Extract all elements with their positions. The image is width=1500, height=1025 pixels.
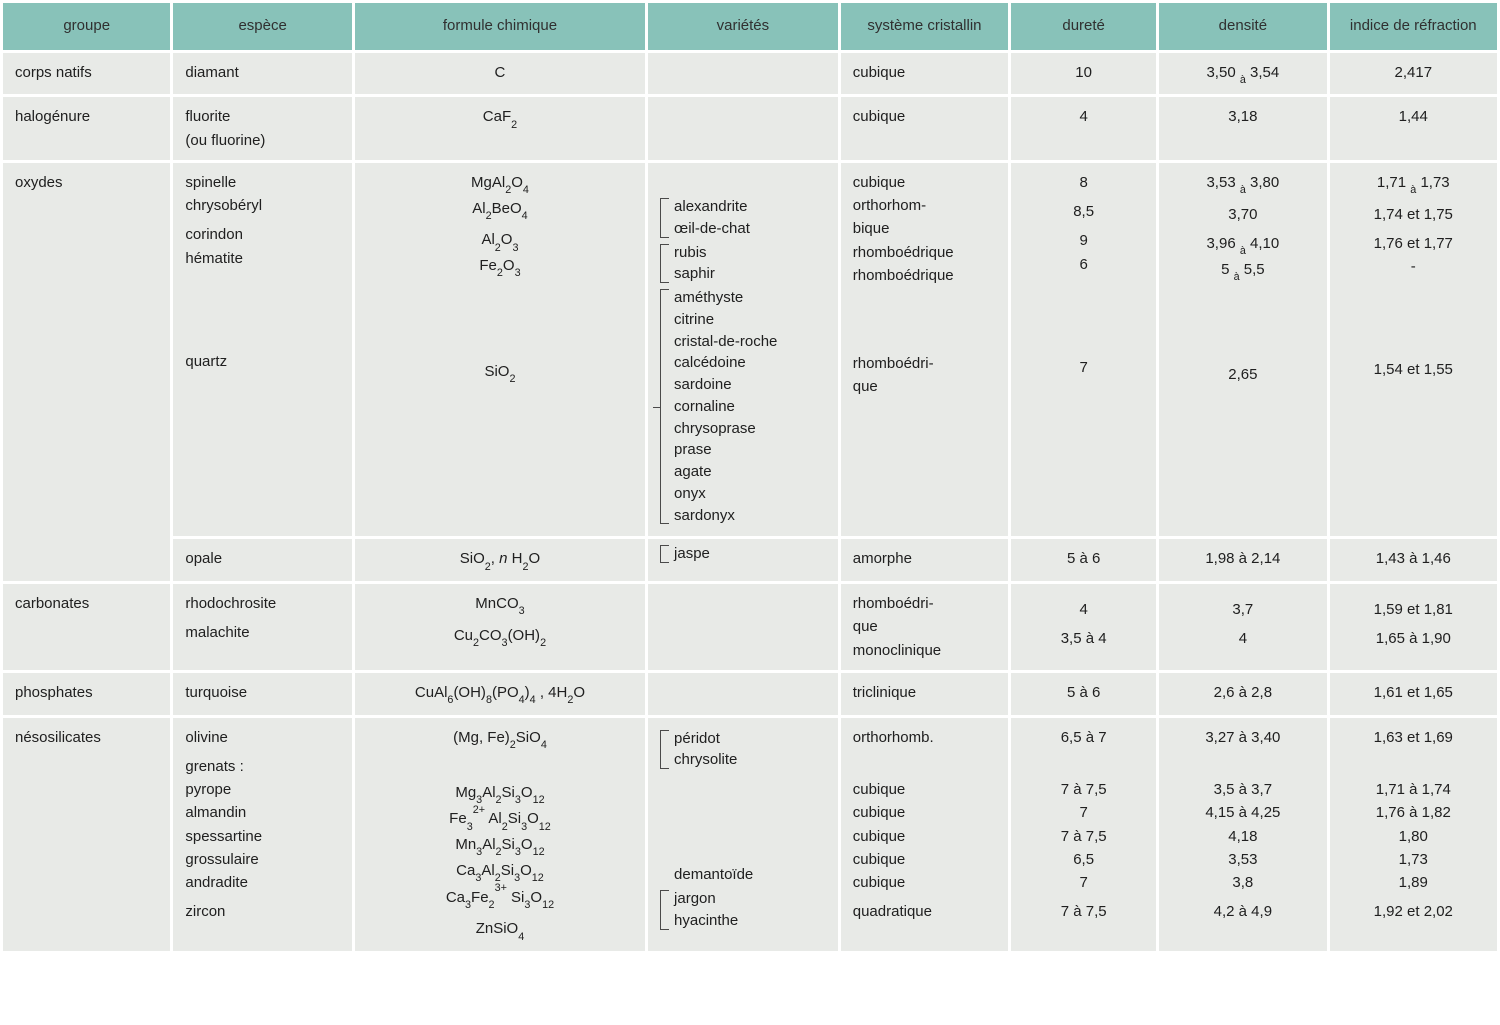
cell-durete: 5 à 6 xyxy=(1011,673,1156,715)
cell-systeme: triclinique xyxy=(841,673,1008,715)
row-opale: opale SiO2, n H2O jaspe amorphe 5 à 6 1,… xyxy=(3,539,1497,581)
cell-espece: diamant xyxy=(173,53,352,95)
cell-durete: 10 xyxy=(1011,53,1156,95)
cell-indice: 1,59 et 1,81 1,65 à 1,90 xyxy=(1330,584,1497,670)
bracket-corindon: rubis saphir xyxy=(660,242,826,286)
bracket-opale: jaspe xyxy=(660,543,826,565)
bracket-olivine: péridot chrysolite xyxy=(660,728,826,772)
group-phosphates: phosphates xyxy=(3,673,170,715)
cell-durete: 6,5 à 7 7 à 7,5 7 7 à 7,5 6,5 7 7 à 7,5 xyxy=(1011,718,1156,951)
cell-espece: spinelle chrysobéryl corindon hématite q… xyxy=(173,163,352,537)
cell-densite: 1,98 à 2,14 xyxy=(1159,539,1326,581)
row-nesosilicates: nésosilicates olivine grenats : pyrope a… xyxy=(3,718,1497,951)
cell-varietes xyxy=(648,53,838,95)
cell-systeme: cubique xyxy=(841,97,1008,160)
cell-espece: opale xyxy=(173,539,352,581)
col-indice: indice de réfraction xyxy=(1330,3,1497,50)
cell-densite: 3,18 xyxy=(1159,97,1326,160)
cell-espece: olivine grenats : pyrope almandin spessa… xyxy=(173,718,352,951)
col-espece: espèce xyxy=(173,3,352,50)
cell-densite: 2,6 à 2,8 xyxy=(1159,673,1326,715)
cell-varietes: péridot chrysolite demantoïde jargon hya… xyxy=(648,718,838,951)
cell-densite: 3,50 à 3,54 xyxy=(1159,53,1326,95)
cell-indice: 1,61 et 1,65 xyxy=(1330,673,1497,715)
group-nesosilicates: nésosilicates xyxy=(3,718,170,951)
col-densite: densité xyxy=(1159,3,1326,50)
cell-formule: MnCO3 Cu2CO3(OH)2 xyxy=(355,584,645,670)
cell-durete: 4 xyxy=(1011,97,1156,160)
cell-durete: 8 8,5 9 6 7 xyxy=(1011,163,1156,537)
cell-durete: 5 à 6 xyxy=(1011,539,1156,581)
bracket-chrysoberyl: alexandrite œil-de-chat xyxy=(660,196,826,240)
cell-indice: 1,43 à 1,46 xyxy=(1330,539,1497,581)
cell-indice: 1,71 à 1,73 1,74 et 1,75 1,76 et 1,77 - … xyxy=(1330,163,1497,537)
header-row: groupe espèce formule chimique variétés … xyxy=(3,3,1497,50)
bracket-quartz: améthyste citrine cristal-de-roche calcé… xyxy=(660,287,826,526)
cell-systeme: orthorhomb. cubique cubique cubique cubi… xyxy=(841,718,1008,951)
row-diamant: corps natifs diamant C cubique 10 3,50 à… xyxy=(3,53,1497,95)
row-carbonates: carbonates rhodochrosite malachite MnCO3… xyxy=(3,584,1497,670)
col-formule: formule chimique xyxy=(355,3,645,50)
group-oxydes: oxydes xyxy=(3,163,170,581)
cell-indice: 2,417 xyxy=(1330,53,1497,95)
cell-formule: MgAl2O4 Al2BeO4 Al2O3 Fe2O3 SiO2 xyxy=(355,163,645,537)
cell-espece: fluorite (ou fluorine) xyxy=(173,97,352,160)
col-durete: dureté xyxy=(1011,3,1156,50)
cell-espece: rhodochrosite malachite xyxy=(173,584,352,670)
col-varietes: variétés xyxy=(648,3,838,50)
cell-varietes: alexandrite œil-de-chat rubis saphir amé… xyxy=(648,163,838,537)
row-fluorite: halogénure fluorite (ou fluorine) CaF2 c… xyxy=(3,97,1497,160)
cell-formule: CaF2 xyxy=(355,97,645,160)
cell-indice: 1,63 et 1,69 1,71 à 1,74 1,76 à 1,82 1,8… xyxy=(1330,718,1497,951)
cell-varietes xyxy=(648,673,838,715)
cell-systeme: cubique xyxy=(841,53,1008,95)
cell-varietes: jaspe xyxy=(648,539,838,581)
page: groupe espèce formule chimique variétés … xyxy=(0,0,1500,954)
cell-densite: 3,7 4 xyxy=(1159,584,1326,670)
group-carbonates: carbonates xyxy=(3,584,170,670)
bracket-zircon: jargon hyacinthe xyxy=(660,888,826,932)
cell-formule: C xyxy=(355,53,645,95)
cell-densite: 3,53 à 3,80 3,70 3,96 à 4,10 5 à 5,5 2,6… xyxy=(1159,163,1326,537)
cell-varietes xyxy=(648,97,838,160)
col-systeme: système cristallin xyxy=(841,3,1008,50)
cell-systeme: rhomboédri-que monoclinique xyxy=(841,584,1008,670)
cell-espece: turquoise xyxy=(173,673,352,715)
cell-indice: 1,44 xyxy=(1330,97,1497,160)
group-corps-natifs: corps natifs xyxy=(3,53,170,95)
cell-systeme: amorphe xyxy=(841,539,1008,581)
cell-formule: CuAl6(OH)8(PO4)4 , 4H2O xyxy=(355,673,645,715)
cell-formule: (Mg, Fe)2SiO4 Mg3Al2Si3O12 Fe32+ Al2Si3O… xyxy=(355,718,645,951)
cell-systeme: cubique orthorhom-bique rhomboédrique rh… xyxy=(841,163,1008,537)
cell-densite: 3,27 à 3,40 3,5 à 3,7 4,15 à 4,25 4,18 3… xyxy=(1159,718,1326,951)
group-halogenure: halogénure xyxy=(3,97,170,160)
col-groupe: groupe xyxy=(3,3,170,50)
cell-varietes xyxy=(648,584,838,670)
cell-formule: SiO2, n H2O xyxy=(355,539,645,581)
cell-durete: 4 3,5 à 4 xyxy=(1011,584,1156,670)
row-turquoise: phosphates turquoise CuAl6(OH)8(PO4)4 , … xyxy=(3,673,1497,715)
row-oxydes: oxydes spinelle chrysobéryl corindon hém… xyxy=(3,163,1497,537)
gemstone-table: groupe espèce formule chimique variétés … xyxy=(0,0,1500,954)
